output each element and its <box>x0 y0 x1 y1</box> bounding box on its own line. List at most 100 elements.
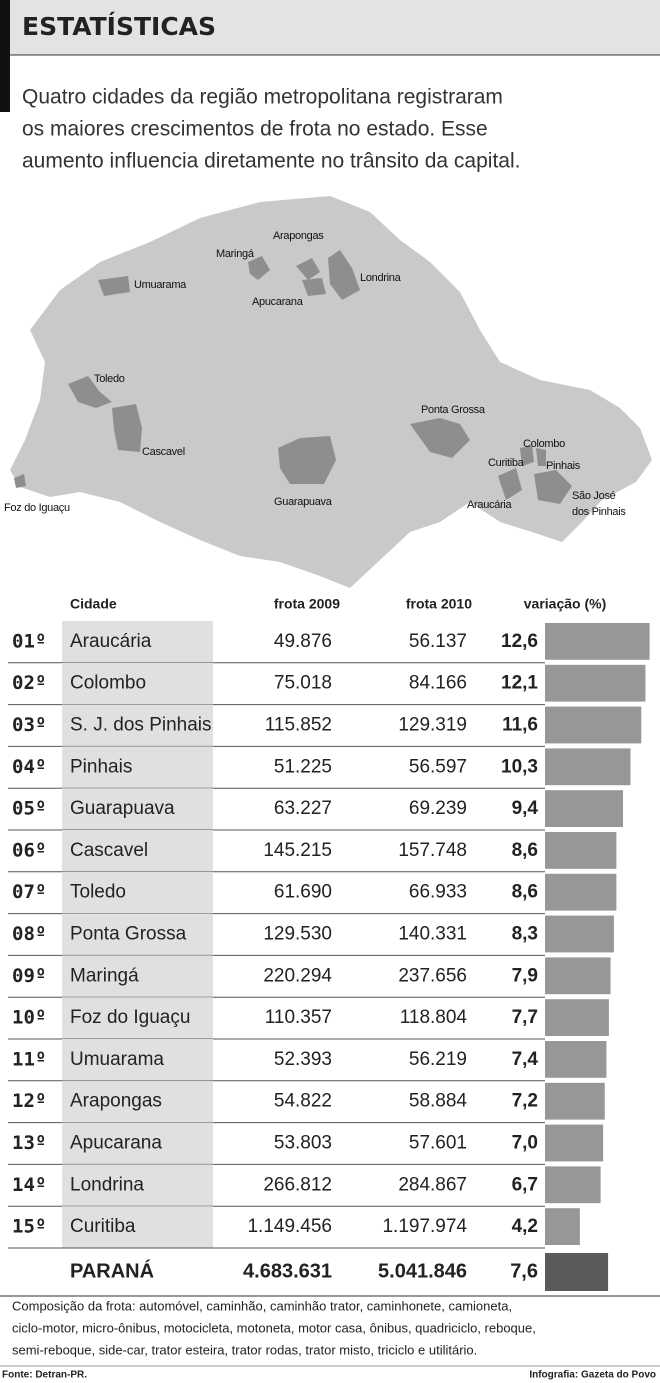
variation: 7,2 <box>512 1091 538 1112</box>
map-label: Foz do Iguaçu <box>4 502 70 514</box>
variation: 8,3 <box>512 924 538 945</box>
city-cell <box>62 1206 213 1248</box>
city-shape <box>302 278 326 296</box>
fleet-2009: 115.852 <box>265 715 332 736</box>
rank: 13º <box>12 1132 46 1154</box>
city-cell <box>62 788 213 830</box>
fleet-2010: 118.804 <box>400 1007 468 1028</box>
city-shape <box>520 446 534 466</box>
subtitle-line: aumento influencia diretamente no trânsi… <box>22 150 520 173</box>
fleet-2009: 220.294 <box>263 965 332 986</box>
fleet-2009: 129.530 <box>263 924 332 945</box>
city-shape <box>68 376 112 408</box>
city-cell <box>62 662 213 705</box>
city: Apucarana <box>70 1133 162 1154</box>
fleet-2010: 56.597 <box>409 756 467 777</box>
fleet-2010: 56.137 <box>409 631 467 652</box>
city-shape <box>296 258 320 280</box>
rank: 14º <box>12 1174 46 1196</box>
rank: 08º <box>12 923 46 945</box>
bar <box>545 664 646 702</box>
city: S. J. dos Pinhais <box>70 715 212 736</box>
city-cell <box>62 1080 213 1123</box>
fleet-2009: 63.227 <box>274 798 332 819</box>
bar <box>545 1166 601 1204</box>
city-shape <box>248 256 270 280</box>
rank: 01º <box>12 630 46 652</box>
fleet-2009: 61.690 <box>274 882 332 903</box>
rank: 12º <box>12 1090 46 1112</box>
city-cell <box>62 621 213 663</box>
column-header: frota 2009 <box>274 596 340 612</box>
city-shape <box>410 418 470 458</box>
variation: 8,6 <box>512 882 538 903</box>
column-header: frota 2010 <box>406 596 472 612</box>
map-label: Araucária <box>467 499 513 511</box>
city: Cascavel <box>70 840 148 861</box>
map-label: Cascavel <box>142 446 185 458</box>
bar <box>545 915 614 953</box>
city: Guarapuava <box>70 798 175 819</box>
city: Colombo <box>70 673 146 694</box>
map-label: Apucarana <box>252 296 304 308</box>
subtitle-line: os maiores crescimentos de frota no esta… <box>22 118 488 141</box>
map-label: Umuarama <box>134 279 187 291</box>
fleet-2009: 49.876 <box>274 631 332 652</box>
title: ESTATÍSTICAS <box>22 12 216 41</box>
variation: 7,0 <box>512 1133 538 1154</box>
bar <box>545 832 617 869</box>
variation: 12,1 <box>501 673 538 694</box>
city-shape <box>98 276 130 296</box>
bar <box>545 623 650 660</box>
city: Foz do Iguaçu <box>70 1007 190 1028</box>
rank: 05º <box>12 798 46 820</box>
city-shape <box>498 468 522 500</box>
city: Umuarama <box>70 1049 164 1070</box>
total-variation: 7,6 <box>510 1260 538 1282</box>
variation: 8,6 <box>512 840 538 861</box>
rank: 02º <box>12 672 46 694</box>
fleet-2010: 140.331 <box>398 924 467 945</box>
city: Araucária <box>70 631 152 652</box>
city-cell <box>62 704 213 747</box>
variation: 9,4 <box>512 798 539 819</box>
map-label: dos Pinhais <box>572 506 626 518</box>
total-2010: 5.041.846 <box>378 1260 467 1282</box>
city-cell <box>62 1039 213 1081</box>
footnote-line: Composição da frota: automóvel, caminhão… <box>12 1298 512 1313</box>
fleet-2009: 52.393 <box>274 1049 332 1070</box>
bar <box>545 999 609 1036</box>
city: Pinhais <box>70 756 132 777</box>
fleet-2009: 1.149.456 <box>247 1216 332 1237</box>
city: Arapongas <box>70 1091 162 1112</box>
fleet-2010: 1.197.974 <box>382 1216 467 1237</box>
city: Toledo <box>70 882 126 903</box>
column-header: Cidade <box>70 596 117 612</box>
fleet-2009: 145.215 <box>263 840 332 861</box>
map-label: Arapongas <box>273 230 324 242</box>
state-shape <box>10 196 652 588</box>
map-label: Colombo <box>523 438 565 450</box>
city: Curitiba <box>70 1216 136 1237</box>
rank: 04º <box>12 756 46 778</box>
footnote-line: semi-reboque, side-car, trator esteira, … <box>12 1342 477 1357</box>
fleet-2009: 266.812 <box>263 1174 332 1195</box>
bar <box>545 790 624 827</box>
fleet-2010: 66.933 <box>409 882 467 903</box>
fleet-2010: 84.166 <box>409 673 467 694</box>
total-2009: 4.683.631 <box>243 1260 332 1282</box>
map-label: Curitiba <box>488 457 525 469</box>
city: Ponta Grossa <box>70 924 187 945</box>
map-label: Ponta Grossa <box>421 404 486 416</box>
bar <box>545 873 617 911</box>
fleet-2010: 129.319 <box>398 715 467 736</box>
fleet-2010: 58.884 <box>409 1091 468 1112</box>
map-label: São José <box>572 490 616 502</box>
fleet-2010: 157.748 <box>398 840 467 861</box>
title-band <box>0 0 660 55</box>
fleet-2009: 110.357 <box>265 1007 332 1028</box>
subtitle-line: Quatro cidades da região metropolitana r… <box>22 86 503 109</box>
bar <box>545 1208 580 1245</box>
